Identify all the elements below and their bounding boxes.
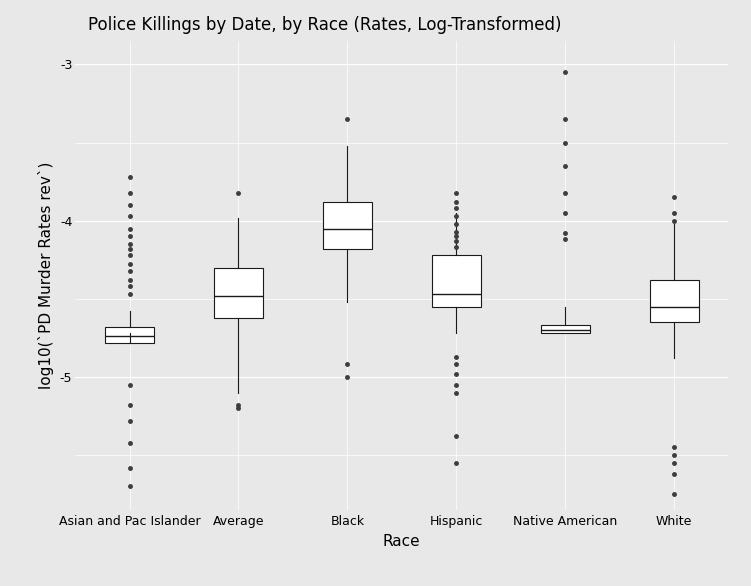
PathPatch shape — [105, 327, 154, 343]
X-axis label: Race: Race — [383, 534, 421, 549]
PathPatch shape — [323, 202, 372, 249]
Text: Police Killings by Date, by Race (Rates, Log-Transformed): Police Killings by Date, by Race (Rates,… — [88, 16, 562, 34]
PathPatch shape — [541, 325, 590, 333]
PathPatch shape — [214, 268, 263, 318]
Y-axis label: log10(`PD Murder Rates rev`): log10(`PD Murder Rates rev`) — [38, 162, 54, 389]
PathPatch shape — [432, 255, 481, 306]
PathPatch shape — [650, 280, 698, 322]
